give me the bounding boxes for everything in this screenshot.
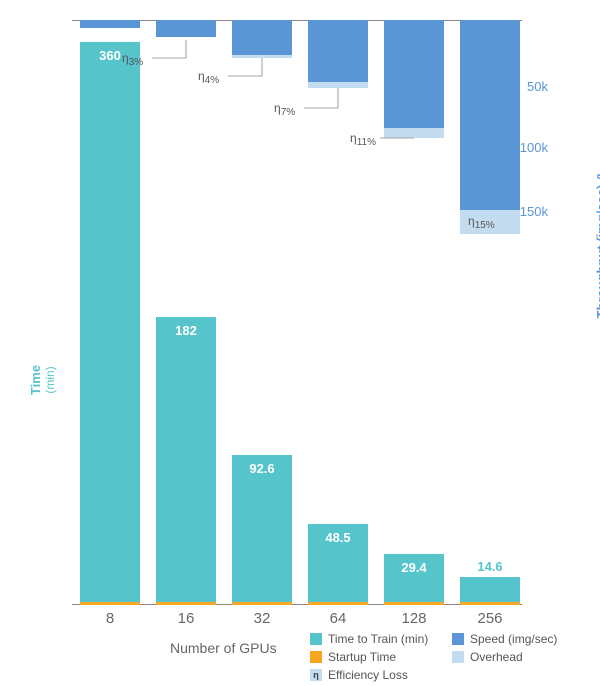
bar-group: 182η3% — [156, 20, 216, 605]
eta-label: η15% — [468, 214, 495, 228]
bar-time: 48.5 — [308, 524, 368, 602]
bar-speed — [384, 20, 444, 128]
x-axis-label: Number of GPUs — [170, 640, 277, 656]
bar-startup — [80, 602, 140, 605]
bar-group: 360 — [80, 20, 140, 605]
y-left-subtitle: (min) — [43, 340, 57, 420]
bar-group: 14.6 η15% — [460, 20, 520, 605]
bar-group: 48.5η7% — [308, 20, 368, 605]
swatch-speed — [452, 633, 464, 645]
x-tick-label: 8 — [80, 610, 140, 627]
eta-label: η7% — [274, 101, 295, 115]
bar-speed — [80, 20, 140, 28]
swatch-startup — [310, 651, 322, 663]
y-left-title: Time — [28, 365, 43, 395]
leader-line — [384, 20, 385, 21]
legend-label: Speed (img/sec) — [470, 632, 557, 646]
x-tick-label: 32 — [232, 610, 292, 627]
bar-time: 92.6 — [232, 455, 292, 602]
eta-label: η3% — [122, 51, 143, 65]
legend-item: Speed (img/sec) — [452, 632, 580, 646]
leader-line — [156, 20, 157, 21]
bar-overhead — [308, 82, 368, 88]
x-tick-label: 256 — [460, 610, 520, 627]
legend-item: Overhead — [452, 650, 580, 664]
bar-time — [460, 577, 520, 602]
legend-label: Time to Train (min) — [328, 632, 428, 646]
time-value-label: 48.5 — [308, 530, 368, 545]
leader-line — [232, 20, 233, 21]
leader-line — [308, 20, 309, 21]
bar-speed — [156, 20, 216, 37]
bar-startup — [460, 602, 520, 605]
x-tick-label: 64 — [308, 610, 368, 627]
bar-overhead — [384, 128, 444, 138]
legend-label: Startup Time — [328, 650, 396, 664]
legend-label: Efficiency Loss — [328, 668, 408, 682]
time-value-label: 29.4 — [384, 560, 444, 575]
y-right-tick: 100k — [520, 140, 548, 155]
eta-label: η11% — [350, 131, 376, 145]
legend-label: Overhead — [470, 650, 523, 664]
legend-item: Startup Time — [310, 650, 438, 664]
bar-overhead — [232, 55, 292, 58]
bar-time: 29.4 — [384, 554, 444, 602]
bar-speed — [308, 20, 368, 82]
bar-speed — [460, 20, 520, 210]
swatch-eta: η — [310, 669, 322, 681]
bar-speed — [232, 20, 292, 55]
y-right-axis-label: Throughput (img/sec) & Efficiency Loss (… — [594, 155, 600, 335]
x-tick-label: 128 — [384, 610, 444, 627]
bar-time: 360 — [80, 42, 140, 602]
swatch-time — [310, 633, 322, 645]
time-value-label: 14.6 — [460, 559, 520, 574]
y-right-tick: 50k — [527, 79, 548, 94]
bar-startup — [232, 602, 292, 605]
time-value-label: 92.6 — [232, 461, 292, 476]
y-right-tick: 150k — [520, 204, 548, 219]
bar-group: 29.4η11% — [384, 20, 444, 605]
bar-startup — [308, 602, 368, 605]
bar-startup — [384, 602, 444, 605]
bar-time: 182 — [156, 317, 216, 602]
legend-item: Time to Train (min) — [310, 632, 438, 646]
y-left-axis-label: Time (min) — [28, 340, 57, 420]
swatch-overhead — [452, 651, 464, 663]
bar-startup — [156, 602, 216, 605]
legend: Time to Train (min) Speed (img/sec) Star… — [310, 632, 580, 686]
x-tick-label: 16 — [156, 610, 216, 627]
eta-label: η4% — [198, 69, 219, 83]
time-value-label: 182 — [156, 323, 216, 338]
legend-item: η Efficiency Loss — [310, 668, 438, 682]
